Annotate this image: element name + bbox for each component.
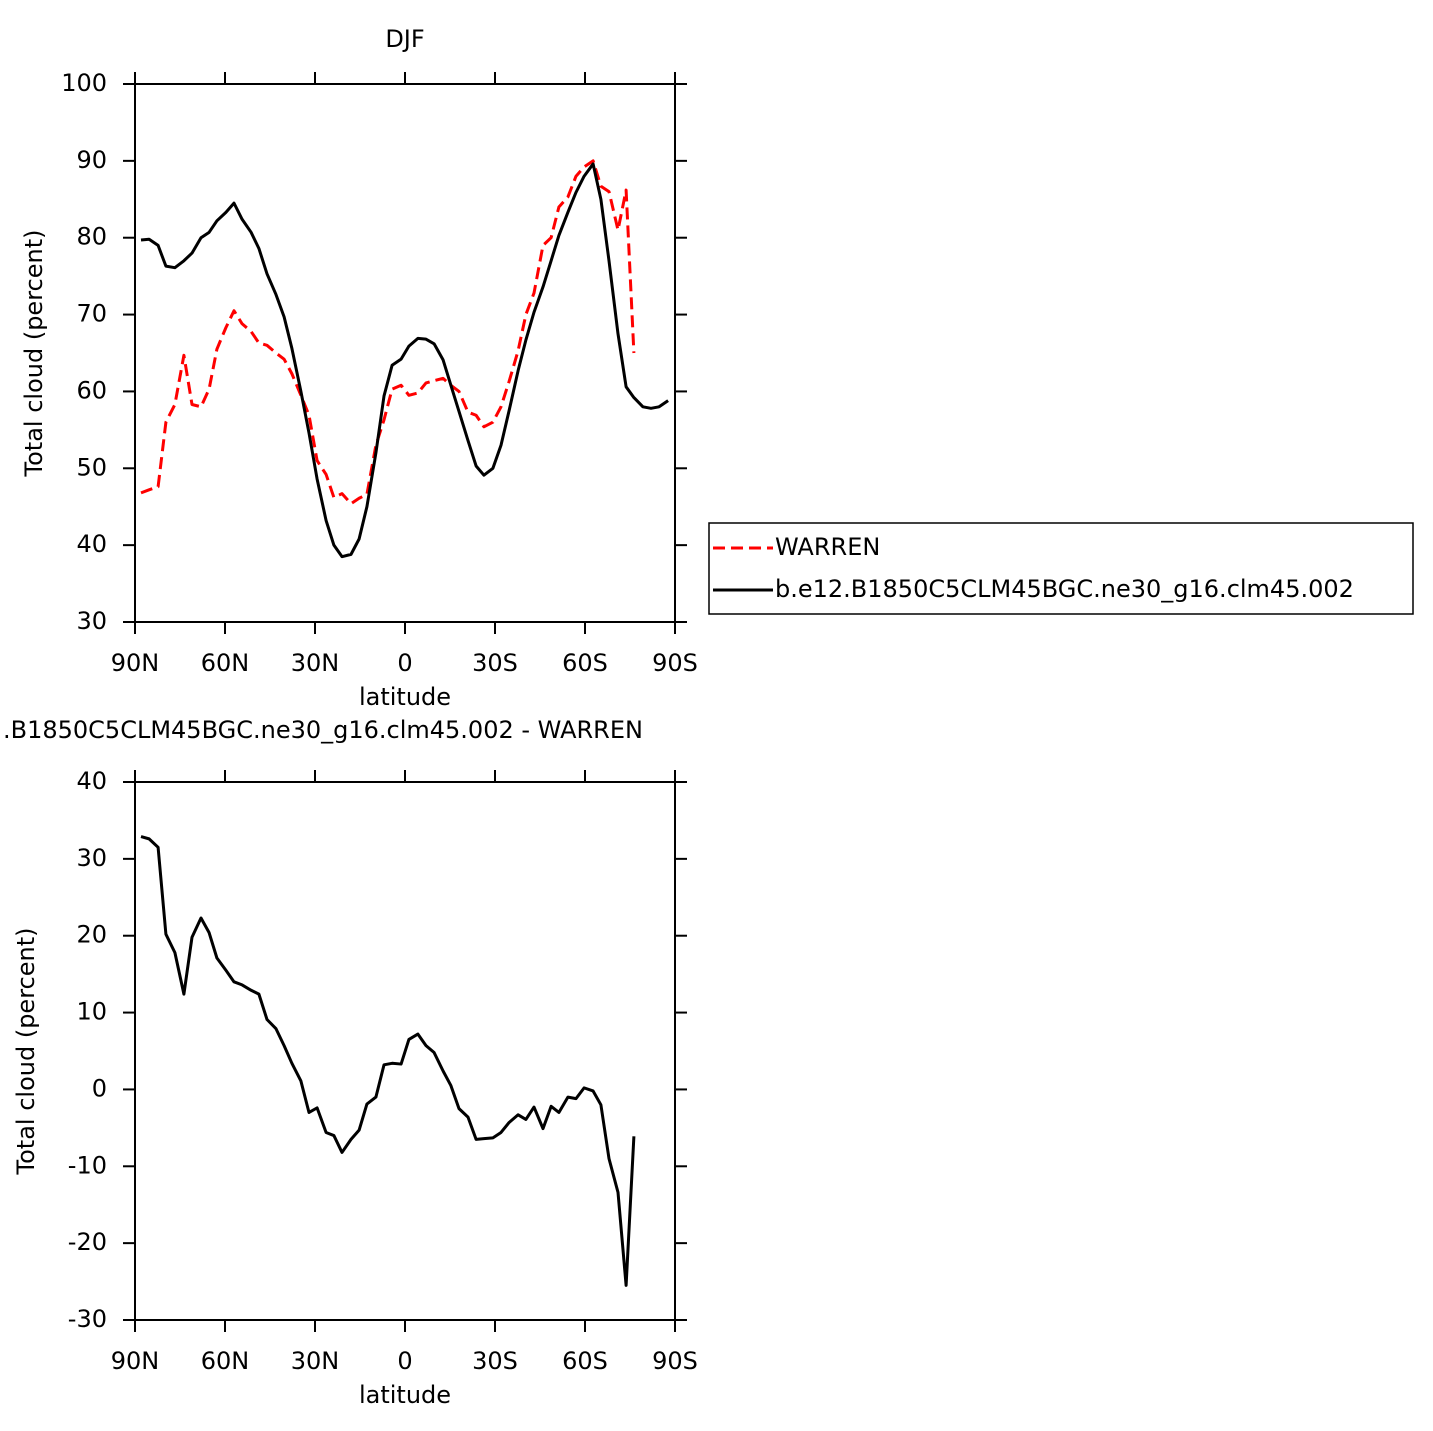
x-tick-label: 90S <box>652 649 698 677</box>
x-tick-label: 90N <box>111 1347 160 1375</box>
x-tick-label: 0 <box>397 1347 412 1375</box>
x-tick-label: 30N <box>291 1347 340 1375</box>
series-line <box>140 159 636 506</box>
y-tick-label: -20 <box>68 1228 107 1256</box>
y-tick-label: 30 <box>76 844 107 872</box>
y-tick-label: 70 <box>76 300 107 328</box>
y-tick-label: 80 <box>76 223 107 251</box>
chart-title: .B1850C5CLM45BGC.ne30_g16.clm45.002 - WA… <box>3 716 643 744</box>
y-axis-label: Total cloud (percent) <box>12 928 40 1176</box>
x-tick-label: 30N <box>291 649 340 677</box>
x-tick-label: 90N <box>111 649 160 677</box>
x-tick-label: 60S <box>562 1347 608 1375</box>
chart-title: DJF <box>385 25 424 53</box>
y-tick-label: -10 <box>68 1151 107 1179</box>
y-tick-label: 40 <box>76 530 107 558</box>
y-tick-label: 100 <box>61 69 107 97</box>
x-axis-label: latitude <box>359 683 451 711</box>
legend-box <box>708 522 1414 615</box>
x-tick-label: 60N <box>201 649 250 677</box>
series-line <box>140 835 636 1287</box>
x-tick-label: 30S <box>472 649 518 677</box>
y-tick-label: 20 <box>76 921 107 949</box>
y-tick-label: 40 <box>76 767 107 795</box>
y-tick-label: 50 <box>76 453 107 481</box>
y-tick-label: -30 <box>68 1305 107 1333</box>
y-tick-label: 0 <box>92 1074 107 1102</box>
legend-label: b.e12.B1850C5CLM45BGC.ne30_g16.clm45.002 <box>775 575 1354 603</box>
series-line <box>140 162 669 559</box>
x-tick-label: 0 <box>397 649 412 677</box>
x-tick-label: 90S <box>652 1347 698 1375</box>
x-tick-label: 60S <box>562 649 608 677</box>
y-tick-label: 10 <box>76 998 107 1026</box>
x-axis-label: latitude <box>359 1381 451 1409</box>
y-tick-label: 90 <box>76 146 107 174</box>
y-tick-label: 60 <box>76 376 107 404</box>
x-tick-label: 60N <box>201 1347 250 1375</box>
x-tick-label: 30S <box>472 1347 518 1375</box>
y-axis-label: Total cloud (percent) <box>20 230 48 478</box>
legend-label: WARREN <box>775 533 880 561</box>
y-tick-label: 30 <box>76 607 107 635</box>
